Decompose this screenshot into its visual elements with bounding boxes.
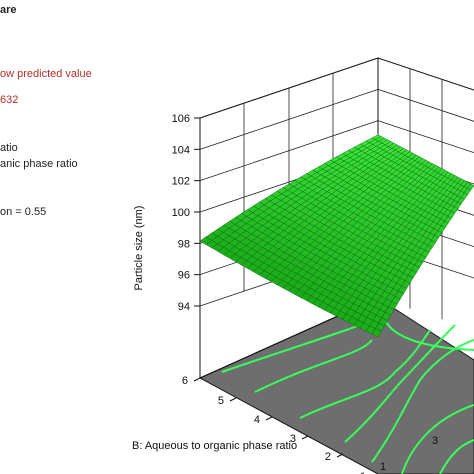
wall-grid-line xyxy=(377,57,474,91)
contour-line xyxy=(371,339,474,463)
y-tick-mark xyxy=(193,377,201,382)
actual-factor-label: on = 0.55 xyxy=(0,206,47,218)
y-tick-label: 3 xyxy=(290,433,296,445)
y-tick-label: 5 xyxy=(218,395,224,407)
y-tick-mark xyxy=(265,416,273,421)
z-tick-label: 98 xyxy=(178,238,190,250)
z-tick-label: 104 xyxy=(172,144,190,156)
y-tick-mark xyxy=(301,435,309,440)
contour-line xyxy=(299,329,431,419)
wall-grid-line xyxy=(377,120,474,154)
surface-cell xyxy=(467,183,474,191)
contour-line xyxy=(401,404,474,474)
y-axis-ticks: 1 2 3 4 5 6 xyxy=(182,375,378,474)
factor-b-label: anic phase ratio xyxy=(0,158,78,170)
y-tick-mark xyxy=(229,397,237,402)
contour-line xyxy=(254,339,373,393)
z-tick-label: 102 xyxy=(172,176,190,188)
contour-line xyxy=(439,439,474,474)
x-axis-ticks: 13 xyxy=(380,435,438,473)
z-axis-label: Particle size (nm) xyxy=(133,206,145,291)
z-axis-ticks: 94 96 98 100 102 104 106 xyxy=(172,113,200,313)
predicted-value: 632 xyxy=(0,94,19,106)
z-tick-label: 100 xyxy=(172,207,190,219)
contour-line xyxy=(384,319,474,351)
y-tick-label: 2 xyxy=(325,451,331,463)
z-tick-label: 96 xyxy=(178,270,190,282)
x-tick-label: 1 xyxy=(380,461,386,473)
z-tick-label: 94 xyxy=(178,301,190,313)
panel-heading: are xyxy=(0,4,17,16)
factor-a-label: atio xyxy=(0,142,18,154)
predicted-label: ow predicted value xyxy=(0,68,92,80)
response-surface xyxy=(199,134,474,338)
y-tick-mark xyxy=(336,453,344,458)
x-tick-label: 3 xyxy=(432,435,438,447)
contour-line xyxy=(344,324,456,443)
y-tick-label: 1 xyxy=(360,471,366,474)
y-axis-label: B: Aqueous to organic phase ratio xyxy=(132,440,297,452)
y-tick-label: 4 xyxy=(254,414,260,426)
z-tick-label: 106 xyxy=(172,113,190,125)
wall-grid-line xyxy=(377,88,474,122)
y-tick-label: 6 xyxy=(182,375,188,387)
